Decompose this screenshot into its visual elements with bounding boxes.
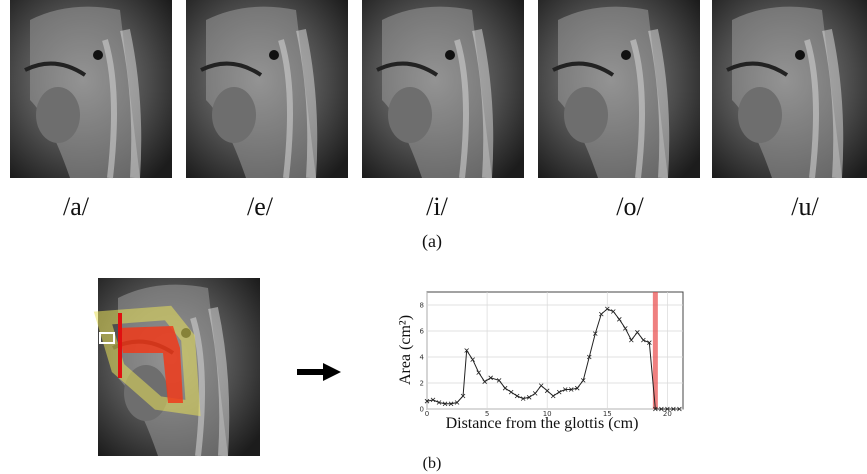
y-tick-label: 6 xyxy=(420,328,425,336)
y-tick-label: 8 xyxy=(420,302,424,310)
vowel-label: /a/ xyxy=(63,192,90,221)
figure: /a/ /e/ /i/ /o/ /u/ (a) (b) Distance fro… xyxy=(0,0,867,474)
y-tick-label: 4 xyxy=(420,354,425,362)
y-tick-label: 2 xyxy=(420,380,424,388)
panel-label: (b) xyxy=(423,455,442,472)
mri-annotated xyxy=(98,278,260,456)
x-tick-label: 15 xyxy=(603,410,612,418)
vowel-label: /u/ xyxy=(791,192,819,221)
arrow xyxy=(297,363,341,381)
vowel-label: /e/ xyxy=(247,192,274,221)
x-tick-label: 20 xyxy=(663,410,672,418)
vowel-label: /o/ xyxy=(616,192,644,221)
plot-frame xyxy=(427,292,683,409)
vowel-label: /i/ xyxy=(426,192,448,221)
y-axis-label: Area (cm²) xyxy=(397,315,414,385)
x-tick-label: 5 xyxy=(485,410,489,418)
chart: Distance from the glottis (cm) Area (cm²… xyxy=(397,292,683,432)
x-tick-label: 10 xyxy=(543,410,552,418)
mri-row xyxy=(10,0,867,178)
panel-label: (a) xyxy=(422,231,442,252)
x-tick-label: 0 xyxy=(425,410,429,418)
y-tick-label: 0 xyxy=(420,406,424,414)
